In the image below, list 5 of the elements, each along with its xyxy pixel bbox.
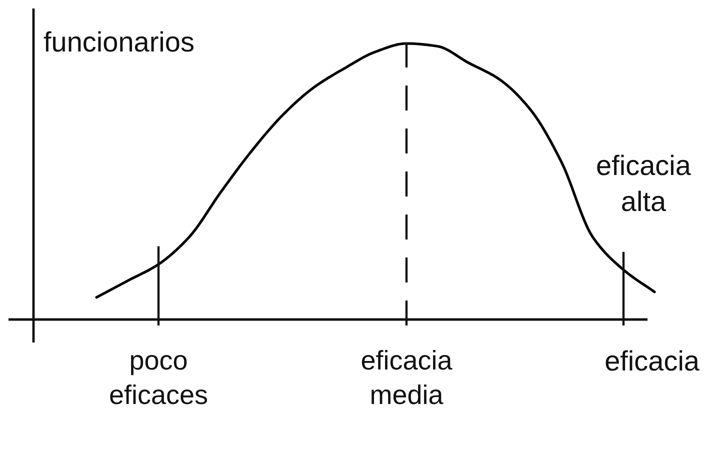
x-tick-label: poco eficaces [108,346,208,410]
x-axis-title: eficacia [604,346,700,376]
x-tick-label: eficacia media [360,346,454,410]
annotation: eficacia alta [596,150,692,217]
y-axis-title: funcionarios [44,26,194,58]
